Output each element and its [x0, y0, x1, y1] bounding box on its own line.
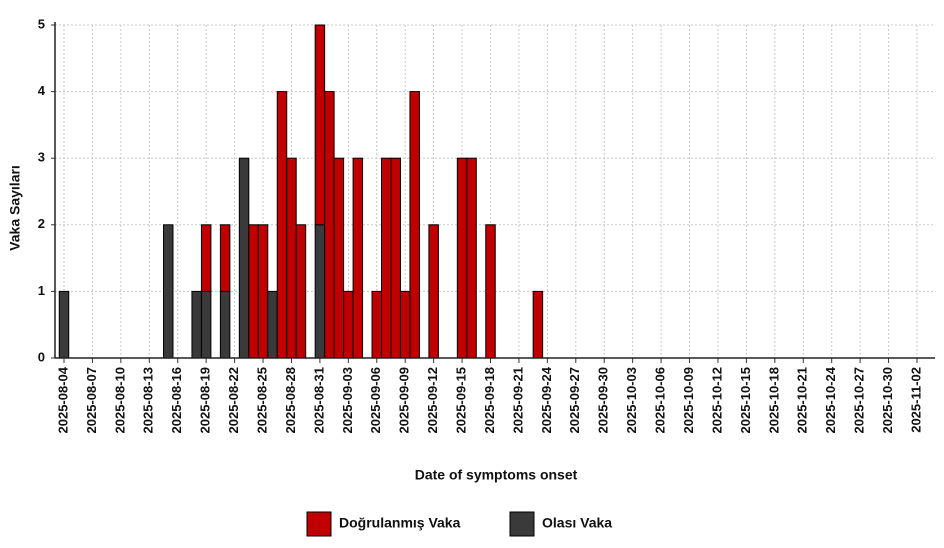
- bar: [343, 290, 354, 359]
- y-axis-label: Vaka Sayıları: [7, 165, 23, 251]
- x-tick-label: 2025-10-27: [852, 367, 867, 434]
- x-tick-label: 2025-08-13: [141, 367, 156, 434]
- legend-label: Doğrulanmış Vaka: [339, 515, 461, 531]
- bar: [200, 290, 212, 359]
- y-tick-label: 5: [38, 16, 45, 31]
- bar: [314, 224, 326, 359]
- x-tick-label: 2025-10-21: [795, 367, 810, 434]
- bar: [58, 290, 70, 359]
- x-tick-label: 2025-09-06: [368, 367, 383, 434]
- x-tick-label: 2025-10-30: [880, 367, 895, 434]
- bar: [257, 224, 269, 359]
- x-tick-label: 2025-09-21: [510, 367, 525, 434]
- bar: [314, 24, 326, 226]
- bar: [276, 91, 288, 359]
- x-tick-label: 2025-09-09: [397, 367, 412, 434]
- x-tick-label: 2025-10-12: [709, 367, 724, 434]
- y-tick-label: 2: [38, 216, 45, 231]
- x-tick-label: 2025-10-06: [653, 367, 668, 434]
- x-tick-label: 2025-10-18: [766, 367, 781, 434]
- x-tick-label: 2025-08-16: [169, 367, 184, 434]
- bar: [238, 157, 250, 359]
- x-tick-label: 2025-08-19: [198, 367, 213, 434]
- y-tick-label: 3: [38, 150, 45, 165]
- bar: [390, 157, 401, 359]
- x-tick-label: 2025-09-15: [454, 367, 469, 434]
- bar: [219, 224, 231, 292]
- bar: [219, 290, 231, 359]
- bar: [381, 157, 392, 359]
- x-tick-label: 2025-08-22: [226, 367, 241, 434]
- x-tick-label: 2025-09-24: [539, 366, 554, 433]
- x-tick-label: 2025-08-07: [84, 367, 99, 434]
- bar: [485, 224, 496, 359]
- y-tick-label: 0: [38, 349, 45, 364]
- bar: [352, 157, 364, 359]
- x-tick-label: 2025-08-10: [112, 367, 127, 434]
- bar: [466, 157, 477, 359]
- x-tick-label: 2025-09-27: [567, 367, 582, 434]
- x-tick-label: 2025-10-24: [823, 366, 838, 433]
- x-tick-label: 2025-09-30: [596, 367, 611, 434]
- x-tick-label: 2025-10-03: [624, 367, 639, 434]
- bar: [409, 91, 420, 359]
- legend-swatch: [509, 511, 535, 537]
- x-axis-label: Date of symptoms onset: [415, 467, 578, 483]
- legend-swatch: [306, 511, 332, 537]
- x-tick-label: 2025-11-02: [908, 367, 923, 433]
- y-tick-label: 4: [38, 83, 46, 98]
- bar: [371, 290, 383, 359]
- x-tick-label: 2025-10-15: [738, 367, 753, 434]
- x-tick-label: 2025-08-25: [254, 367, 269, 434]
- x-tick-label: 2025-10-09: [681, 367, 696, 434]
- bar: [163, 224, 174, 359]
- bar: [200, 224, 212, 292]
- bar: [532, 290, 544, 359]
- bar: [267, 290, 278, 359]
- x-tick-label: 2025-09-18: [482, 367, 497, 434]
- x-tick-label: 2025-08-04: [55, 366, 70, 433]
- bar: [333, 157, 345, 359]
- bar: [324, 91, 335, 359]
- bar: [191, 290, 202, 359]
- bar: [295, 224, 307, 359]
- y-tick-label: 1: [38, 283, 45, 298]
- legend-label: Olası Vaka: [542, 515, 612, 531]
- bar: [399, 290, 411, 359]
- x-tick-label: 2025-09-03: [340, 367, 355, 434]
- bar: [286, 157, 297, 359]
- bar: [428, 224, 439, 359]
- x-tick-label: 2025-08-31: [311, 367, 326, 434]
- bar: [248, 224, 259, 359]
- bar: [456, 157, 468, 359]
- x-tick-label: 2025-09-12: [425, 367, 440, 434]
- x-tick-label: 2025-08-28: [283, 367, 298, 434]
